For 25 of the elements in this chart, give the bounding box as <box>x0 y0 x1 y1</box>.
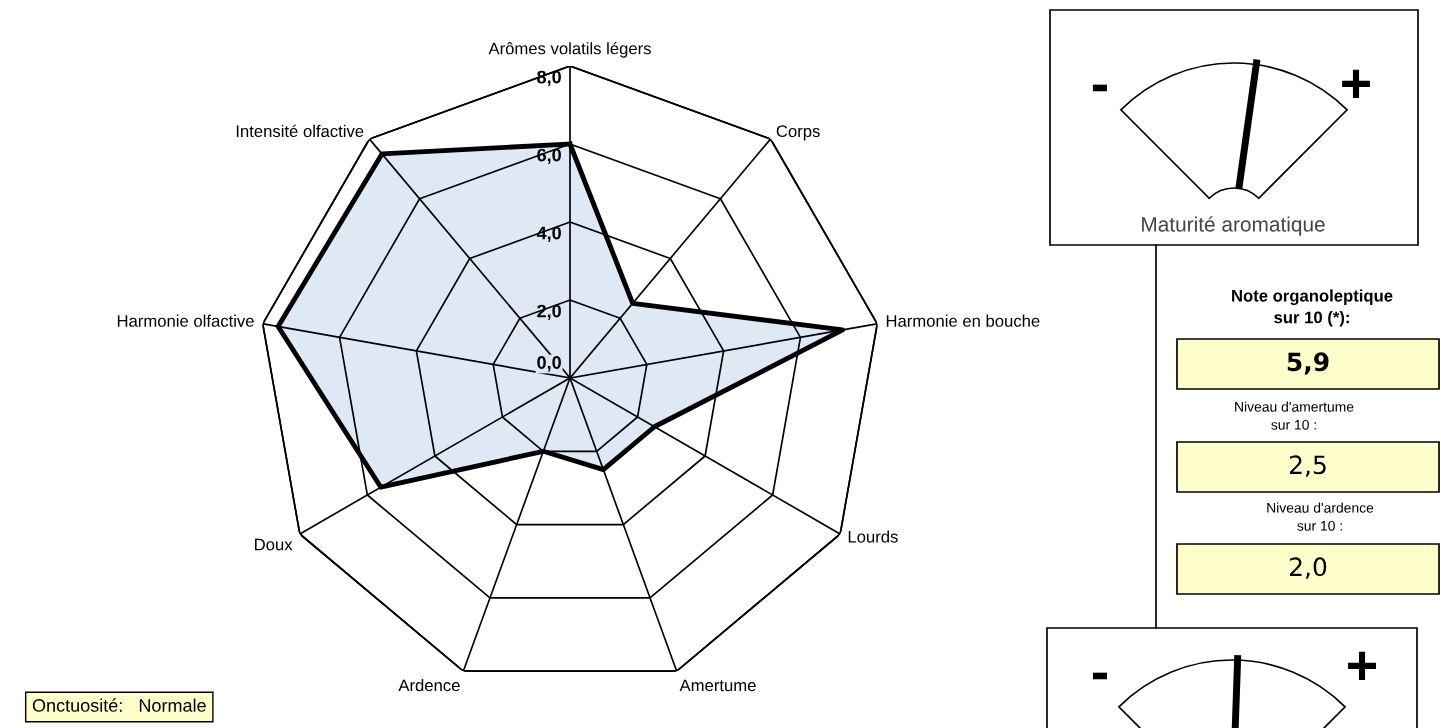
text: + <box>1348 651 1376 680</box>
spoke-label: Intensité olfactive <box>236 124 364 138</box>
text: 5,9 <box>1287 352 1329 375</box>
text: Niveau d'amertume sur 10 : <box>1235 401 1354 430</box>
text: Note organoleptique sur 10 (*): <box>1232 289 1393 327</box>
text: 2,0 <box>1289 557 1327 579</box>
text: 2,5 <box>1289 455 1326 477</box>
text: Onctuosité: Normale <box>32 698 206 712</box>
spoke-label: Amertume <box>679 679 756 692</box>
y-tick-label: 2,0 <box>537 304 561 321</box>
text: + <box>1342 69 1370 98</box>
text: - <box>1092 672 1108 680</box>
spoke-label: Harmonie en bouche <box>886 314 1040 327</box>
spoke-label: Arômes volatils légers <box>488 41 651 58</box>
text: Niveau d'ardence sur 10 : <box>1267 502 1374 531</box>
y-tick-label: 6,0 <box>537 148 561 165</box>
text: - <box>1092 84 1108 92</box>
spoke-label: Lourds <box>848 530 898 543</box>
spoke-label: Harmonie olfactive <box>117 314 254 327</box>
spoke-label: Corps <box>776 125 820 141</box>
y-tick-label: 4,0 <box>536 226 561 243</box>
spoke-label: Doux <box>255 538 293 551</box>
text: Maturité aromatique <box>1142 216 1325 236</box>
spoke-label: Ardence <box>398 679 460 692</box>
y-tick-label: 0,0 <box>537 356 561 372</box>
